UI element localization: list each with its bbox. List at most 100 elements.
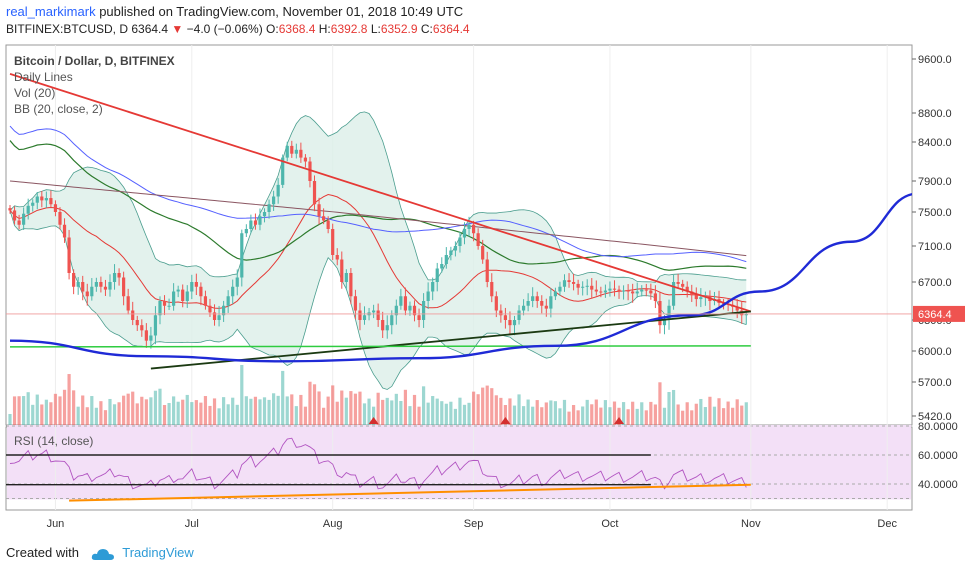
volume-bar — [512, 405, 517, 425]
candle-body — [208, 305, 212, 313]
bollinger-upper — [9, 111, 747, 283]
candle-body — [603, 290, 607, 293]
candle-body — [626, 290, 630, 292]
price-axis-label: 5420.0 — [918, 411, 952, 423]
volume-bar — [153, 390, 158, 425]
volume-bar — [26, 392, 30, 425]
volume-bar — [312, 384, 317, 425]
legend-line-bb: BB (20, close, 2) — [14, 102, 103, 116]
candle-body — [112, 273, 117, 282]
bollinger-lower — [9, 210, 747, 390]
candle-body — [162, 301, 167, 306]
candle-body — [562, 280, 567, 287]
candle-body — [312, 181, 317, 205]
candle-body — [240, 233, 244, 278]
volume-bar — [276, 395, 280, 425]
candle-body — [494, 296, 498, 311]
volume-bar — [22, 396, 26, 425]
candle-body — [26, 205, 30, 214]
volume-bar — [394, 393, 398, 425]
volume-bar — [503, 405, 508, 425]
price-axis-label: 7900.0 — [918, 176, 952, 188]
author-link[interactable]: real_markimark — [6, 4, 96, 19]
volume-bar — [585, 399, 589, 425]
candle-body — [676, 282, 680, 284]
volume-bar — [494, 395, 498, 425]
candle-body — [199, 286, 203, 297]
volume-bar — [631, 401, 635, 425]
candle-body — [262, 212, 267, 217]
ma-maroon — [9, 180, 747, 257]
volume-bar — [476, 394, 480, 425]
volume-bar — [222, 397, 226, 425]
volume-bar — [649, 401, 653, 425]
volume-bar — [717, 398, 721, 425]
bollinger-fill — [10, 111, 747, 390]
candle-body — [153, 315, 158, 336]
volume-bar — [567, 411, 571, 425]
price-axis-label: 6000.0 — [918, 346, 952, 358]
volume-bar — [508, 398, 512, 425]
candle-body — [394, 305, 398, 316]
candle-body — [181, 289, 185, 301]
x-axis-label: Jul — [185, 518, 199, 530]
volume-bar — [326, 396, 330, 425]
volume-bar — [353, 393, 358, 425]
symbol-header: BITFINEX:BTCUSD, D 6364.4 ▼ −4.0 (−0.06%… — [6, 22, 470, 36]
volume-bar — [403, 389, 408, 425]
volume-bar — [721, 408, 726, 425]
candle-body — [376, 310, 380, 320]
volume-bar — [594, 399, 598, 425]
volume-bar — [608, 407, 612, 425]
volume-bar — [612, 401, 617, 425]
candle-body — [426, 291, 430, 301]
candle-body — [244, 229, 248, 234]
tradingview-link[interactable]: TradingView — [122, 545, 194, 560]
candle-body — [544, 305, 548, 309]
candle-body — [231, 286, 235, 297]
candle-body — [85, 291, 89, 297]
volume-bar — [653, 404, 657, 425]
volume-bar — [208, 405, 212, 425]
volume-bar — [490, 388, 494, 425]
candle-body — [299, 149, 303, 158]
volume-bar — [621, 402, 626, 425]
volume-bar — [708, 396, 712, 425]
volume-bar — [571, 405, 576, 425]
volume-bar — [640, 402, 644, 425]
candle-body — [35, 196, 39, 203]
volume-bar — [162, 405, 167, 425]
candle-body — [621, 290, 626, 292]
volume-bar — [712, 406, 717, 425]
candle-body — [671, 282, 676, 306]
candle-body — [521, 305, 526, 311]
candle-body — [53, 204, 58, 212]
candle-body — [303, 157, 308, 162]
candle-body — [508, 320, 512, 326]
candle-body — [658, 301, 662, 326]
candle-body — [140, 325, 144, 331]
candle-body — [308, 161, 312, 181]
candle-body — [353, 296, 358, 311]
change-value: −4.0 (−0.06%) — [186, 22, 263, 36]
upper-trendline — [9, 72, 752, 313]
candle-body — [453, 246, 458, 251]
volume-bar — [144, 399, 148, 425]
candle-body — [644, 289, 648, 291]
price-axis-label: 9600.0 — [918, 54, 952, 66]
volume-bar — [685, 402, 689, 425]
candle-body — [253, 220, 258, 225]
candle-body — [90, 286, 94, 297]
candle-body — [326, 220, 330, 229]
candle-body — [467, 224, 471, 229]
volume-bar — [258, 399, 262, 425]
legend-title: Bitcoin / Dollar, D, BITFINEX — [14, 54, 175, 68]
volume-bar — [40, 404, 44, 425]
volume-bar — [681, 410, 685, 425]
candle-body — [599, 291, 603, 293]
volume-bar — [462, 404, 467, 425]
candle-body — [449, 250, 453, 255]
volume-bar — [44, 399, 48, 425]
candle-body — [31, 202, 35, 206]
volume-bar — [235, 404, 239, 425]
